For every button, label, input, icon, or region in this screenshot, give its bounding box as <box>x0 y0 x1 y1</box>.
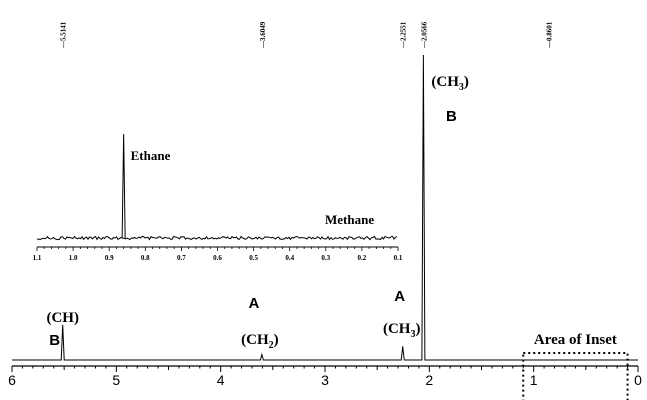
group-letter-label: A <box>394 288 405 305</box>
group-formula-label: (CH3) <box>431 74 469 93</box>
peak-reference-label: —5.5141 <box>60 21 68 49</box>
inset-spectrum: 1.1 1.0 0.9 0.8 0.7 0.6 0.5 0.4 0.3 0.2 0.1 Ethane… <box>33 133 403 262</box>
peak-annotations: (CH) B A (CH2) A (CH3) (CH3) B <box>46 74 468 351</box>
peak-reference-labels: —5.5141 —3.6049 —2.2551 —2.0566 —0.8601 <box>60 21 554 49</box>
peak-reference-label: —3.6049 <box>259 21 267 49</box>
group-formula-label: (CH) <box>46 310 79 326</box>
x-tick-label: 4 <box>217 372 225 388</box>
ethane-label: Ethane <box>131 148 171 163</box>
inset-x-tick-label: 1.0 <box>69 254 78 262</box>
x-tick-label: 0 <box>634 372 642 388</box>
group-letter-label: B <box>49 332 60 349</box>
inset-x-tick-label: 0.9 <box>105 254 114 262</box>
group-formula-label: (CH2) <box>241 332 279 351</box>
inset-x-tick-label: 0.5 <box>249 254 258 262</box>
inset-x-tick-label: 1.1 <box>33 254 42 262</box>
methane-label: Methane <box>325 212 374 227</box>
svg-text:—0.8601: —0.8601 <box>545 21 553 49</box>
svg-text:—3.6049: —3.6049 <box>259 21 267 49</box>
inset-x-tick-label: 0.8 <box>141 254 150 262</box>
inset-x-tick-label: 0.4 <box>285 254 294 262</box>
peak-reference-label: —2.0566 <box>420 21 428 49</box>
peak-reference-label: —0.8601 <box>545 21 553 49</box>
inset-x-tick-label: 0.3 <box>321 254 330 262</box>
x-tick-label: 1 <box>530 372 538 388</box>
svg-text:—5.5141: —5.5141 <box>60 21 68 49</box>
main-x-ticks: 6 5 4 3 2 1 0 <box>8 366 642 388</box>
x-tick-label: 2 <box>425 372 433 388</box>
main-spectrum-trace <box>12 54 638 361</box>
svg-text:—2.2551: —2.2551 <box>400 21 408 49</box>
x-tick-label: 5 <box>112 372 120 388</box>
inset-spectrum-trace <box>36 133 398 241</box>
inset-x-tick-label: 0.7 <box>177 254 186 262</box>
inset-x-tick-label: 0.6 <box>213 254 222 262</box>
x-tick-label: 3 <box>321 372 329 388</box>
inset-x-tick-label: 0.2 <box>358 254 367 262</box>
group-formula-label: (CH3) <box>383 321 421 340</box>
svg-text:—2.0566: —2.0566 <box>420 21 428 49</box>
main-spectrum: 6 5 4 3 2 1 0 (CH) B A (CH2) A (CH3) (CH3) B Area of … <box>8 54 642 400</box>
inset-x-tick-label: 0.1 <box>394 254 403 262</box>
x-tick-label: 6 <box>8 372 16 388</box>
inset-x-ticks: 1.1 1.0 0.9 0.8 0.7 0.6 0.5 0.4 0.3 0.2 0.1 <box>33 247 403 262</box>
inset-region-label: Area of Inset <box>534 332 617 348</box>
peak-reference-label: —2.2551 <box>400 21 408 49</box>
group-letter-label: A <box>248 295 259 312</box>
group-letter-label: B <box>446 108 457 125</box>
